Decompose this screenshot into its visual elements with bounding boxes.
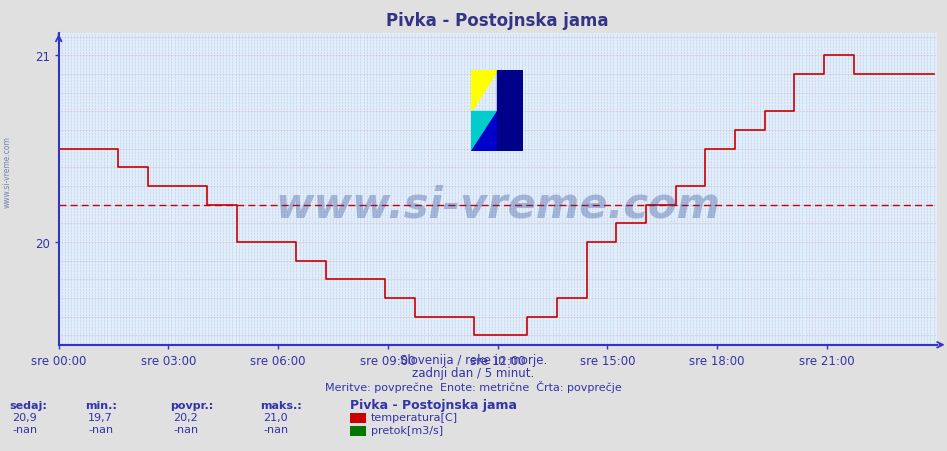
Text: 19,7: 19,7: [88, 412, 113, 422]
Text: Slovenija / reke in morje.: Slovenija / reke in morje.: [400, 353, 547, 366]
Title: Pivka - Postojnska jama: Pivka - Postojnska jama: [386, 12, 609, 29]
Text: -nan: -nan: [88, 424, 114, 434]
Text: povpr.:: povpr.:: [170, 400, 214, 410]
Text: zadnji dan / 5 minut.: zadnji dan / 5 minut.: [412, 367, 535, 380]
Text: pretok[m3/s]: pretok[m3/s]: [371, 425, 443, 435]
Polygon shape: [471, 111, 496, 152]
Text: www.si-vreme.com: www.si-vreme.com: [3, 135, 12, 207]
Text: sedaj:: sedaj:: [9, 400, 47, 410]
Text: maks.:: maks.:: [260, 400, 302, 410]
Text: -nan: -nan: [263, 424, 289, 434]
Text: Meritve: povprečne  Enote: metrične  Črta: povprečje: Meritve: povprečne Enote: metrične Črta:…: [325, 380, 622, 392]
Polygon shape: [496, 71, 523, 152]
Text: -nan: -nan: [173, 424, 199, 434]
Text: Pivka - Postojnska jama: Pivka - Postojnska jama: [350, 398, 517, 411]
Polygon shape: [471, 71, 496, 111]
Text: 20,2: 20,2: [173, 412, 198, 422]
Text: min.:: min.:: [85, 400, 117, 410]
Text: 20,9: 20,9: [12, 412, 37, 422]
Text: 21,0: 21,0: [263, 412, 288, 422]
Text: temperatura[C]: temperatura[C]: [371, 412, 458, 422]
Text: -nan: -nan: [12, 424, 38, 434]
Text: www.si-vreme.com: www.si-vreme.com: [276, 184, 720, 226]
Polygon shape: [471, 111, 496, 152]
